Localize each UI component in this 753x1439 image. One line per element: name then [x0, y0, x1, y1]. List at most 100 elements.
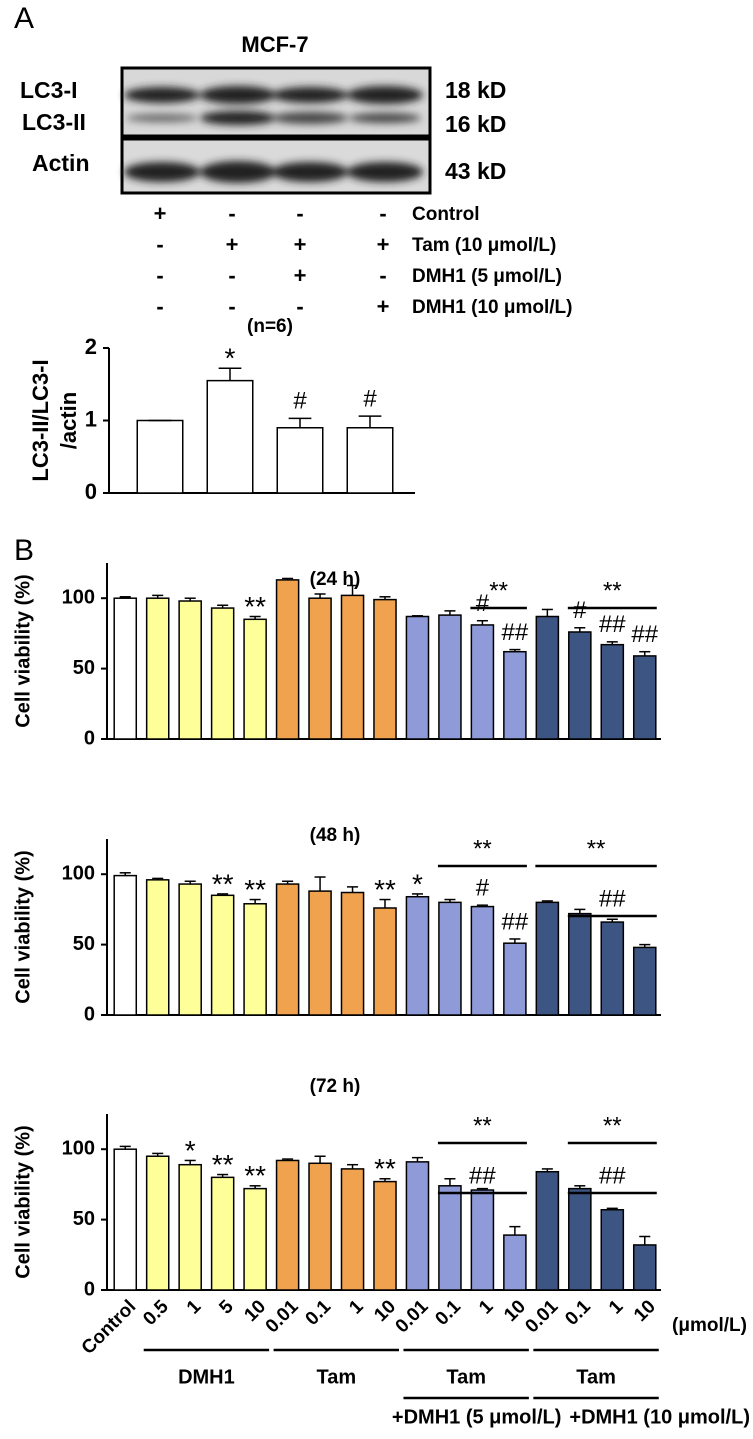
x-tick-label: 0.1	[561, 1296, 595, 1330]
bracket-label: ##	[599, 1162, 626, 1189]
x-tick-label: 10	[630, 1296, 660, 1326]
x-tick-label: Control	[78, 1296, 141, 1359]
bar	[568, 1187, 592, 1291]
y-axis-label: Cell viability (%)	[12, 1125, 34, 1278]
bar	[308, 890, 332, 1016]
bar	[535, 901, 560, 1016]
band-label: Actin	[32, 150, 90, 176]
y-tick-label: 50	[73, 657, 95, 679]
bracket-label: ##	[599, 885, 626, 912]
significance-label: **	[212, 868, 234, 899]
significance-label: #	[293, 388, 307, 415]
bar	[503, 650, 527, 740]
bar	[438, 1185, 462, 1291]
group-label: Tam	[446, 1366, 486, 1388]
band-label: LC3-I	[20, 77, 78, 103]
bracket-label: **	[473, 1112, 492, 1139]
bar	[136, 419, 184, 494]
x-tick-label: 0.5	[139, 1296, 173, 1330]
significance-label: ##	[502, 908, 529, 935]
significance-label: *	[412, 868, 423, 899]
bar	[113, 597, 138, 740]
bar	[632, 655, 657, 740]
y-tick-label: 2	[85, 334, 97, 359]
blot-image	[120, 66, 432, 195]
significance-label: **	[374, 874, 396, 905]
x-tick-label: 0.1	[302, 1296, 336, 1330]
bar	[243, 1187, 267, 1291]
bar	[600, 921, 625, 1016]
y-tick-label: 100	[62, 586, 95, 608]
y-tick-label: 1	[85, 406, 97, 431]
bar	[178, 600, 202, 740]
bar	[340, 1168, 365, 1291]
bar	[632, 946, 657, 1016]
bar	[145, 1155, 170, 1291]
bar	[210, 1176, 235, 1291]
blot-title: MCF-7	[241, 32, 308, 57]
treatment-mark: +	[226, 232, 239, 257]
treatment-mark: -	[296, 294, 303, 319]
bar	[276, 427, 324, 494]
bar	[113, 874, 138, 1016]
treatment-mark: -	[156, 263, 163, 288]
treatment-mark: -	[228, 201, 235, 226]
bar	[275, 883, 300, 1016]
bar	[405, 1161, 430, 1291]
bracket-label: **	[473, 835, 492, 862]
band-size: 43 kD	[445, 158, 506, 184]
bar	[373, 907, 397, 1016]
bar	[308, 1162, 332, 1291]
band-size: 18 kD	[445, 77, 506, 103]
bar	[206, 379, 254, 494]
chart-subtitle: (n=6)	[247, 316, 293, 337]
bracket-label: **	[489, 577, 508, 604]
bar	[373, 1180, 397, 1291]
bar	[470, 624, 495, 740]
x-tick-label: 1	[475, 1296, 498, 1319]
significance-label: ##	[631, 621, 658, 648]
significance-label: **	[244, 1160, 266, 1191]
bar	[178, 1163, 202, 1291]
bar	[470, 1189, 495, 1291]
group-label: DMH1	[178, 1366, 235, 1388]
treatment-mark: +	[294, 232, 307, 257]
treatment-label: DMH1 (10 μmol/L)	[412, 297, 572, 318]
bar	[405, 895, 430, 1016]
group-label: +DMH1 (5 μmol/L)	[392, 1406, 561, 1428]
band-size: 16 kD	[445, 111, 506, 137]
band-label: LC3-II	[22, 109, 86, 135]
y-axis-label: Cell viability (%)	[12, 574, 34, 727]
bar	[438, 901, 462, 1016]
treatment-label: Control	[412, 204, 480, 225]
bar	[113, 1148, 138, 1291]
group-label: +DMH1 (10 μmol/L)	[569, 1406, 750, 1428]
significance-label: #	[363, 385, 377, 412]
panel-label: B	[14, 534, 34, 567]
panel-label: A	[14, 2, 34, 35]
treatment-mark: +	[377, 294, 390, 319]
chart-title: (72 h)	[310, 1076, 361, 1097]
y-tick-label: 50	[73, 933, 95, 955]
bar	[340, 891, 365, 1016]
bar	[470, 905, 495, 1016]
bar	[275, 579, 300, 740]
bar	[503, 1234, 527, 1291]
bracket-label: **	[603, 1112, 622, 1139]
x-tick-label: 0.01	[392, 1296, 433, 1337]
y-axis-label: LC3-II/LC3-I	[28, 359, 53, 481]
y-tick-label: 0	[84, 727, 95, 749]
treatment-mark: +	[377, 232, 390, 257]
treatment-label: DMH1 (5 μmol/L)	[412, 266, 562, 287]
bar	[600, 643, 625, 740]
chart-title: (24 h)	[310, 569, 361, 590]
x-unit-label: (μmol/L)	[672, 1315, 747, 1336]
x-tick-label: 0.01	[262, 1296, 303, 1337]
bar	[243, 618, 267, 740]
bar	[145, 597, 170, 740]
bar	[632, 1244, 657, 1291]
bar	[600, 1208, 625, 1291]
treatment-mark: -	[156, 232, 163, 257]
bar	[438, 614, 462, 740]
